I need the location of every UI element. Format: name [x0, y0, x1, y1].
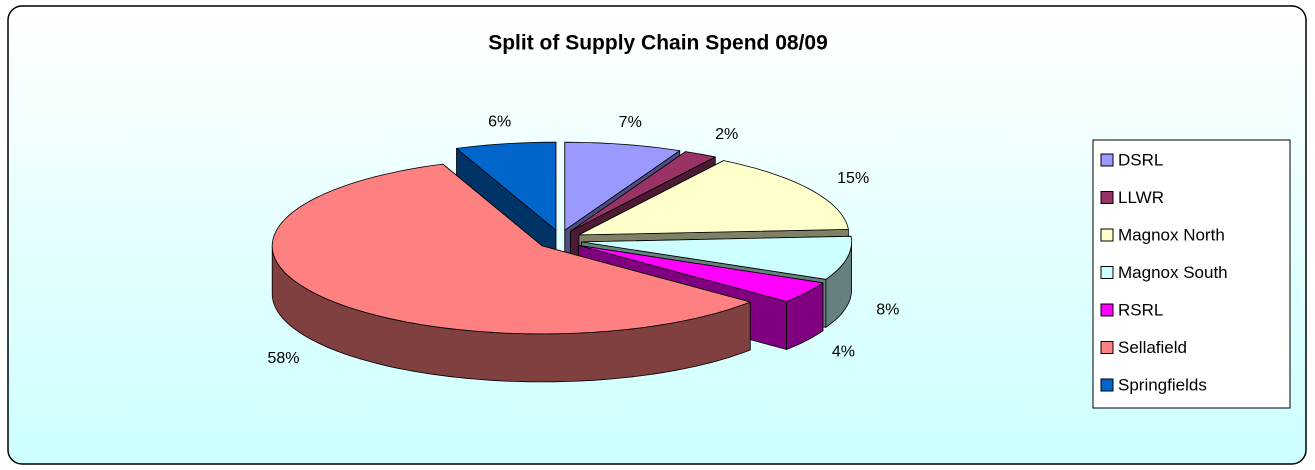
- data-label: 4%: [832, 344, 855, 361]
- legend-label: Magnox South: [1118, 263, 1228, 282]
- legend-label: Magnox North: [1118, 225, 1225, 244]
- legend-label: LLWR: [1118, 188, 1164, 207]
- data-label: 2%: [715, 126, 738, 143]
- legend-label: Sellafield: [1118, 338, 1187, 357]
- slice: [271, 163, 751, 335]
- legend-box: [1092, 139, 1291, 409]
- data-label: 58%: [267, 350, 299, 367]
- data-label: 7%: [619, 114, 642, 131]
- legend-swatch: [1100, 191, 1114, 204]
- legend-swatch: [1100, 341, 1114, 354]
- slice: [578, 160, 849, 236]
- slice: [456, 141, 557, 231]
- data-label: 6%: [488, 113, 511, 130]
- legend-swatch: [1100, 266, 1114, 279]
- legend-swatch: [1100, 378, 1114, 392]
- legend-swatch: [1100, 153, 1114, 167]
- data-label: 8%: [876, 302, 899, 319]
- legend-swatch: [1100, 303, 1114, 317]
- chart-title: Split of Supply Chain Spend 08/09: [488, 32, 828, 55]
- slice: [578, 245, 824, 302]
- legend-swatch: [1100, 228, 1114, 242]
- legend-label: DSRL: [1118, 150, 1163, 169]
- legend-label: Springfields: [1118, 375, 1207, 394]
- legend-label: RSRL: [1118, 300, 1163, 319]
- slice: [564, 141, 681, 231]
- slice: [570, 151, 716, 232]
- data-label: 15%: [837, 170, 869, 187]
- slice: [581, 235, 852, 280]
